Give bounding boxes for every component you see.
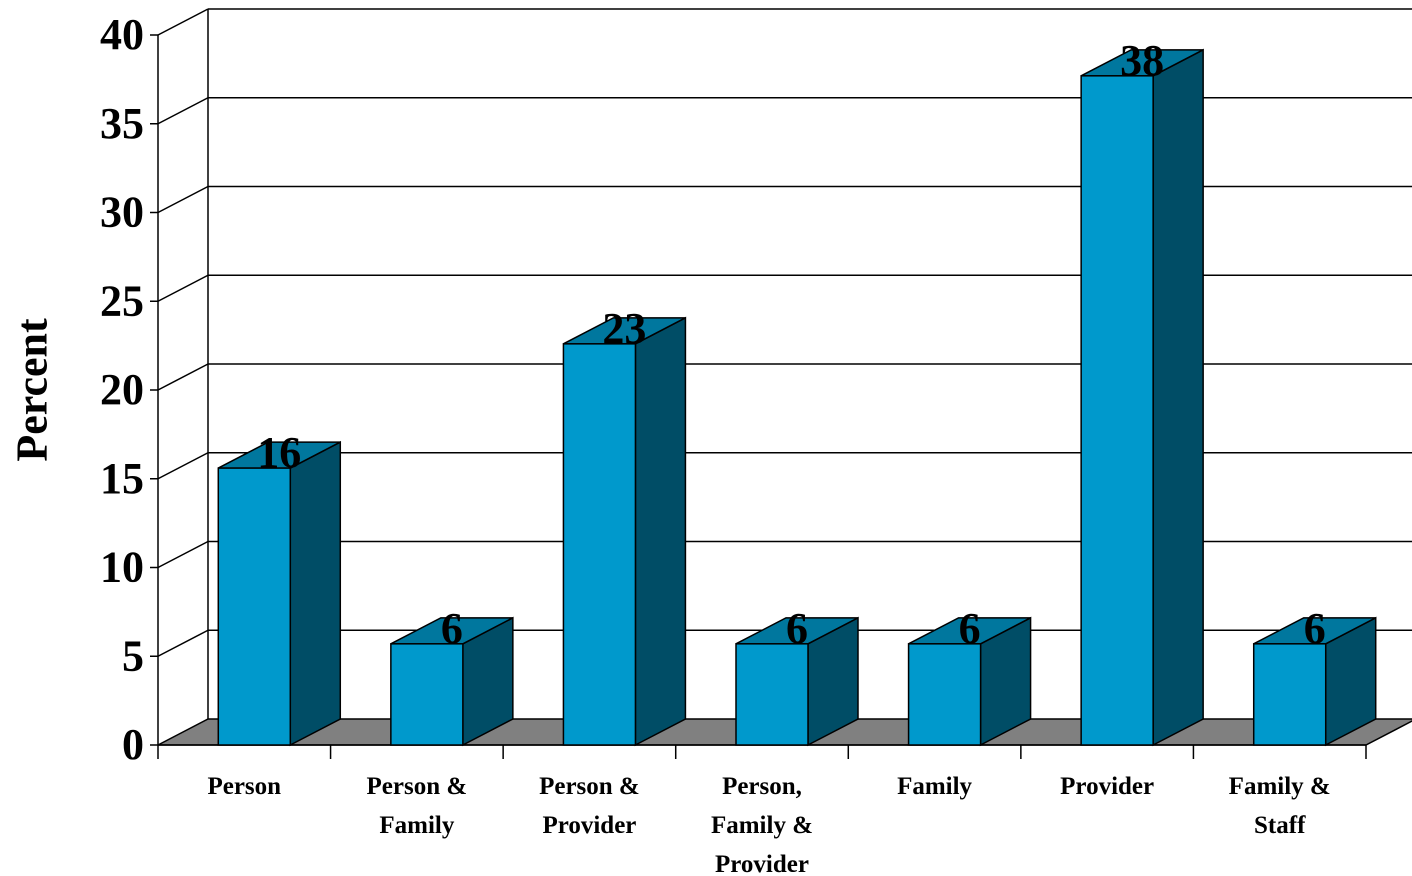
bar [1252,616,1377,747]
gridline-diagonal [157,8,209,36]
y-tick-label: 25 [100,276,144,325]
y-tick-label: 10 [100,543,144,592]
gridline-diagonal [157,540,209,569]
bar-front [1080,75,1154,746]
y-tick-label: 5 [122,631,144,680]
y-tick-label: 30 [100,188,144,237]
gridline-diagonal [157,185,209,214]
category-label-line: Provider [1060,773,1154,800]
bar [390,616,514,747]
bar-front [562,343,637,746]
bar-front [1252,643,1327,746]
category-label: Person [207,773,281,800]
data-label: 6 [1304,604,1326,653]
category-label-line: Family & [711,812,813,839]
data-label: 6 [959,604,981,653]
bar [735,616,859,747]
bar-front [390,643,464,746]
category-label: Person, Family & Provider [711,773,813,876]
category-label-line: Person & [539,773,640,800]
bar-front [907,643,982,746]
category-label: Person & Provider [539,773,640,839]
category-label-line: Family & [1229,773,1331,800]
bar [1080,48,1204,747]
category-label: Family [897,773,972,800]
bar-side [634,316,687,747]
category-label-line: Staff [1254,812,1306,839]
bar-front [735,643,809,746]
category-label-line: Family [379,812,454,839]
data-label: 38 [1120,36,1164,85]
gridline-diagonal [157,629,209,657]
chart-gridlines [157,8,1412,657]
y-tick-label: 20 [100,365,144,414]
bar-front [217,467,292,746]
y-tick-label: 40 [100,10,144,59]
category-label-line: Person, [722,773,802,800]
data-label: 23 [602,304,646,353]
category-label-line: Family [897,773,972,800]
chart-bars [217,48,1377,747]
gridline-diagonal [157,452,209,480]
chart-axes: 0 5 10 15 20 25 30 35 40 [100,9,1367,769]
category-label-line: Provider [542,812,636,839]
bar [217,440,342,747]
data-label: 16 [257,428,301,477]
gridline-diagonal [157,97,209,125]
category-label-line: Person & [367,773,468,800]
category-label: Person & Family [367,773,468,839]
gridline-diagonal [157,274,209,302]
category-label: Provider [1060,773,1154,800]
y-tick-label: 15 [100,454,144,503]
category-label-line: Provider [715,851,809,876]
bar [562,316,687,747]
bar-side [1152,48,1204,747]
y-tick-label: 35 [100,99,144,148]
category-label: Family & Staff [1229,773,1331,839]
data-label: 6 [786,604,808,653]
bar-side [289,440,342,747]
chart-labels: 16 Person 6 Person & Family 23 Person & Provide… [207,36,1330,876]
data-label: 6 [441,604,463,653]
category-label-line: Person [207,773,281,800]
gridline-diagonal [157,363,209,391]
bar [907,616,1032,747]
y-tick-label: 0 [122,720,144,769]
